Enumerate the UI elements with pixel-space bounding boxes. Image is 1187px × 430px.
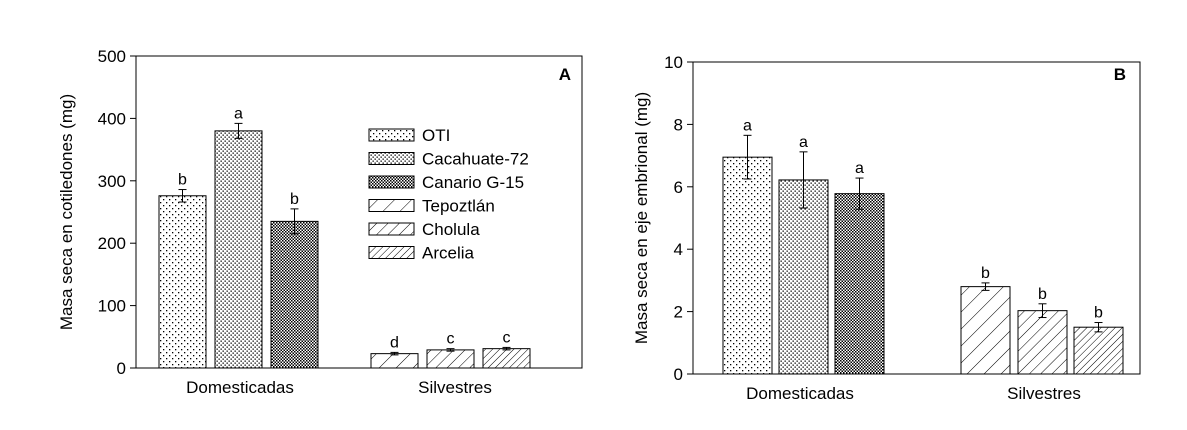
bar — [834, 193, 885, 375]
chart-panel-a: 0 100 200 300 400 500 Masa seca en cotiledones… — [57, 47, 583, 397]
significance-letter: b — [178, 172, 187, 189]
y-axis-label: Masa seca en cotiledones (mg) — [57, 94, 76, 330]
bar — [158, 195, 207, 369]
legend: OTI Cacahuate-72 Canario G-15 Tepoztlán Chol… — [368, 126, 529, 263]
significance-letter: c — [447, 331, 455, 348]
significance-letter: d — [390, 334, 399, 351]
x-category-label: Domesticadas — [746, 384, 854, 403]
significance-letter: b — [1094, 305, 1103, 322]
y-tick-label: 4 — [674, 240, 683, 259]
bar — [370, 353, 419, 369]
y-tick-label: 6 — [674, 178, 683, 197]
panel-label: B — [1114, 65, 1126, 84]
y-tick-label: 200 — [98, 234, 126, 253]
significance-letter: b — [1038, 286, 1047, 303]
y-tick-label: 300 — [98, 172, 126, 191]
legend-label: Cacahuate-72 — [422, 150, 529, 169]
legend-label: Canario G-15 — [422, 173, 524, 192]
significance-letter: b — [981, 265, 990, 282]
legend-swatch — [368, 175, 415, 189]
x-category-label: Silvestres — [1007, 384, 1081, 403]
panel-label: A — [559, 65, 571, 84]
plot-frame — [135, 55, 583, 369]
significance-letter: a — [234, 105, 243, 122]
y-tick-label: 0 — [117, 359, 126, 378]
significance-letter: a — [799, 134, 808, 151]
legend-label: OTI — [422, 126, 450, 145]
bar — [1073, 326, 1124, 375]
significance-letter: b — [290, 191, 299, 208]
significance-letter: c — [503, 329, 511, 346]
significance-letter: a — [743, 117, 752, 134]
x-category-label: Silvestres — [418, 378, 492, 397]
y-tick-label: 8 — [674, 115, 683, 134]
legend-label: Tepoztlán — [422, 197, 495, 216]
bar — [426, 349, 475, 369]
bar — [214, 130, 263, 369]
bar — [482, 348, 531, 369]
legend-swatch — [368, 246, 415, 259]
legend-swatch — [368, 152, 415, 165]
bar — [270, 220, 319, 369]
bar — [778, 179, 829, 375]
bar — [960, 286, 1011, 375]
plot-frame — [692, 61, 1141, 375]
legend-swatch — [368, 222, 415, 236]
y-tick-label: 500 — [98, 47, 126, 66]
y-tick-label: 400 — [98, 109, 126, 128]
y-tick-label: 10 — [664, 53, 683, 72]
legend-label: Cholula — [422, 220, 480, 239]
bar — [722, 156, 773, 375]
y-axis-label: Masa seca en eje embrional (mg) — [632, 92, 651, 344]
legend-swatch — [368, 199, 415, 212]
legend-swatch — [368, 128, 415, 142]
y-tick-label: 100 — [98, 297, 126, 316]
legend-label: Arcelia — [422, 244, 475, 263]
y-tick-label: 2 — [674, 303, 683, 322]
chart-panel-b: 0 2 4 6 8 10 Masa seca en eje embrional (mg) Ba… — [632, 53, 1141, 403]
bar — [1017, 310, 1068, 375]
x-category-label: Domesticadas — [186, 378, 294, 397]
y-tick-label: 0 — [674, 365, 683, 384]
significance-letter: a — [855, 160, 864, 177]
